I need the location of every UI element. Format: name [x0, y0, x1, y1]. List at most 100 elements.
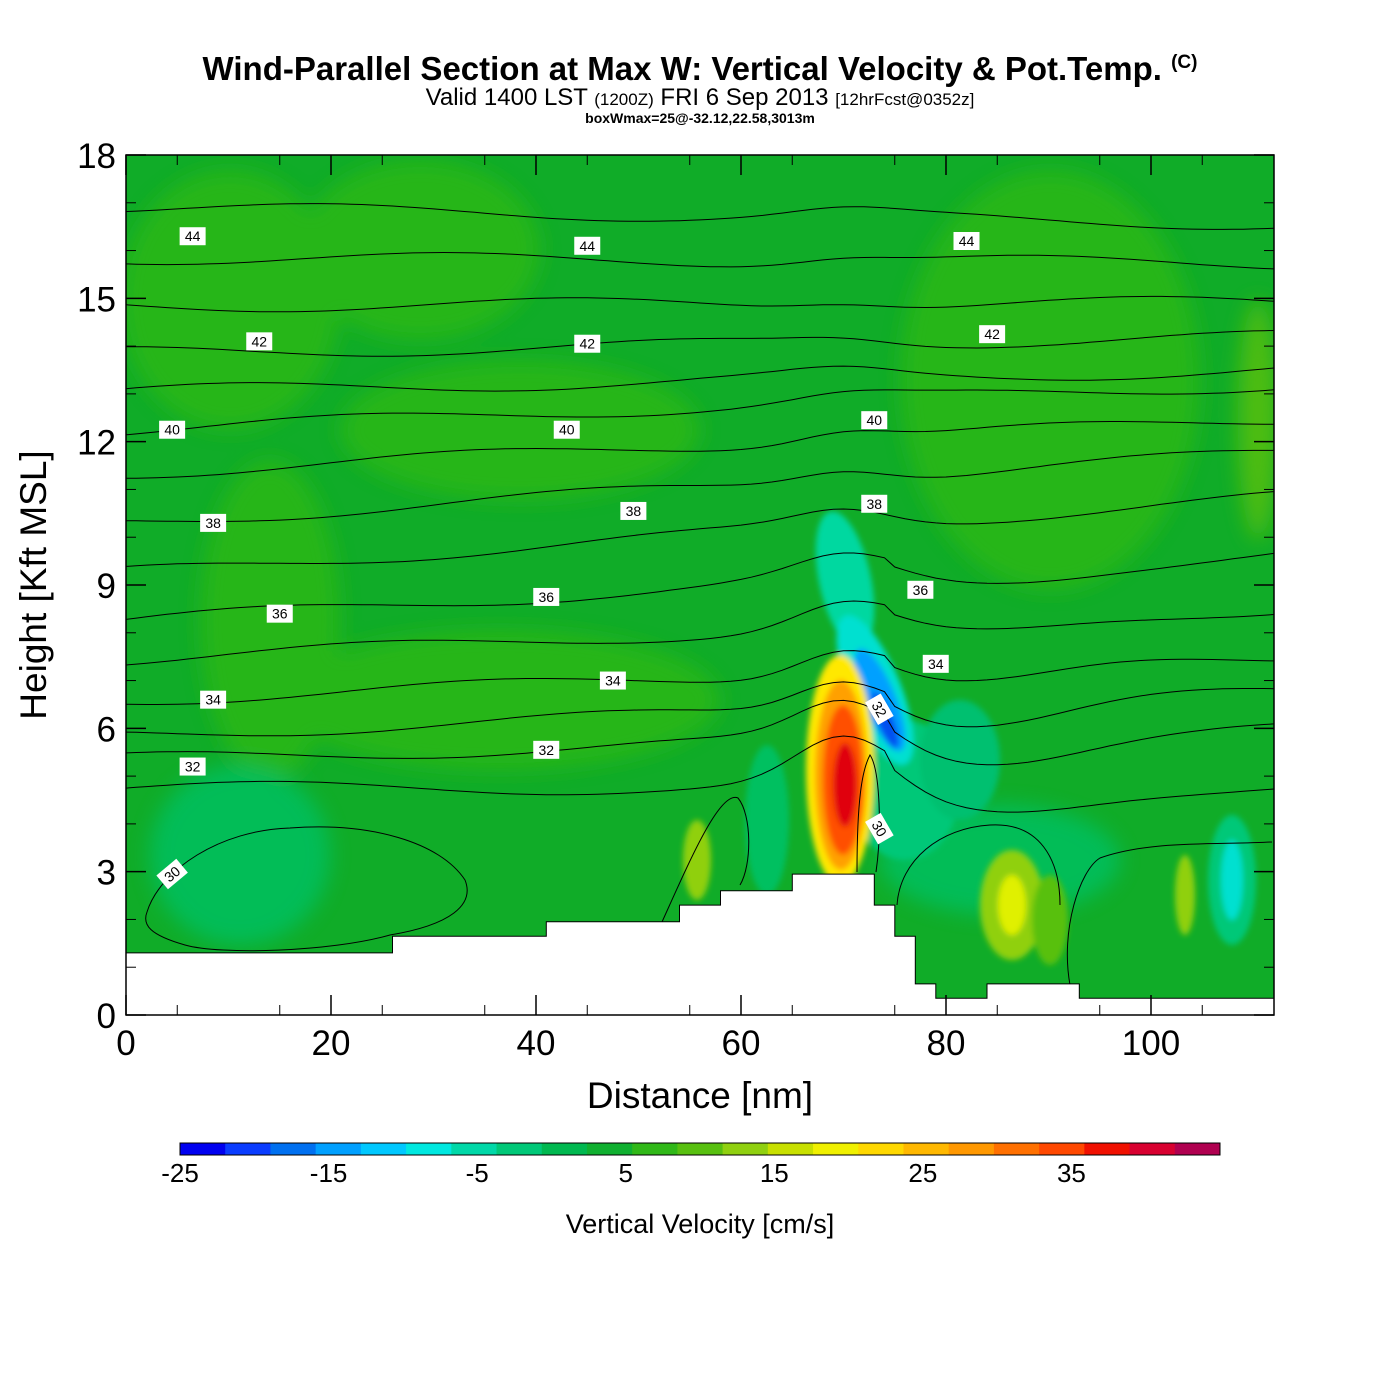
patch-mid: [340, 360, 700, 500]
colorbar-swatch: [270, 1143, 317, 1155]
isentrope-line: [126, 735, 1274, 813]
chart-title: Wind-Parallel Section at Max W: Vertical…: [202, 50, 1198, 87]
vertical-velocity-field: [126, 155, 1274, 1015]
x-tick-label: 60: [722, 1024, 761, 1063]
contour-label-box: [861, 411, 888, 430]
isentrope-line: [126, 650, 1274, 705]
contour-label-text: 44: [579, 238, 595, 254]
isentrope-30-east: [896, 824, 1061, 906]
contour-label: 40: [553, 420, 580, 439]
contour-label: 36: [907, 580, 934, 599]
utc-time: (1200Z): [594, 90, 654, 109]
colorbar-tick-label: 15: [760, 1158, 789, 1188]
contour-label: 38: [861, 494, 888, 513]
colorbar-swatch: [1174, 1143, 1221, 1155]
y-tick-label: 6: [97, 710, 116, 749]
isentrope-line: [126, 295, 1274, 313]
colorbar-tick-label: -15: [310, 1158, 348, 1188]
contour-label-box: [922, 654, 949, 673]
contour-label: 30: [865, 812, 894, 845]
contour-label-box: [533, 587, 560, 606]
colorbar-frame: [179, 1142, 1221, 1156]
patch-upper-left: [126, 170, 340, 430]
contour-label-box: [156, 858, 188, 890]
x-tick-label: 40: [517, 1024, 556, 1063]
colorbar-tick-label: -25: [161, 1158, 199, 1188]
contour-label: 36: [266, 604, 293, 623]
colorbar-tick-label: 5: [618, 1158, 632, 1188]
copyright-mark: (C): [1171, 52, 1198, 73]
isentrope-line: [126, 699, 1274, 766]
contour-label-box: [574, 236, 601, 255]
contour-label-text: 40: [559, 422, 575, 438]
isentrope-line: [126, 389, 1274, 436]
colorbar-swatch: [315, 1143, 362, 1155]
contour-label-text: 36: [538, 589, 554, 605]
box-wmax-line: boxWmax=25@-32.12,22.58,3013m: [585, 110, 815, 126]
contour-label-box: [953, 232, 980, 250]
contour-label-box: [620, 501, 647, 520]
colorbar-swatch: [632, 1143, 678, 1155]
contour-label: 30: [156, 858, 188, 890]
weak-downdraft-core: [1221, 840, 1243, 920]
isentrope-line: [126, 330, 1274, 357]
contour-label-text: 42: [251, 333, 267, 349]
contour-label-text: 42: [579, 336, 595, 352]
contour-label-text: 40: [164, 422, 180, 438]
contour-label: 42: [574, 334, 601, 353]
contour-label: 32: [533, 740, 560, 759]
contour-label-text: 40: [866, 412, 882, 428]
colorbar-swatch: [722, 1143, 769, 1155]
contour-label-box: [266, 604, 293, 623]
colorbar-swatch: [767, 1143, 814, 1155]
colorbar-tick-label: -5: [466, 1158, 489, 1188]
x-tick-label: 80: [927, 1024, 966, 1063]
colorbar-swatch: [903, 1143, 950, 1155]
contour-label-text: 32: [869, 698, 891, 720]
weak-updraft-2-core: [998, 875, 1026, 935]
contour-label-text: 32: [185, 759, 201, 775]
contour-label: 34: [200, 690, 227, 709]
contour-label-text: 32: [538, 742, 554, 758]
isentrope-30-west: [145, 826, 468, 952]
contour-label-text: 36: [913, 582, 929, 598]
contour-label: 38: [620, 501, 647, 520]
colorbar-label: Vertical Velocity [cm/s]: [566, 1209, 835, 1239]
weak-updraft-3: [1032, 875, 1068, 965]
y-tick-label: 3: [97, 854, 116, 893]
colorbar-swatch: [225, 1143, 271, 1155]
colorbar-swatch: [406, 1143, 452, 1155]
terrain: [126, 873, 1274, 1015]
x-axis-label: Distance [nm]: [587, 1075, 813, 1116]
colorbar-swatch: [1129, 1143, 1176, 1155]
contour-label-box: [599, 671, 626, 690]
contour-label: 34: [922, 654, 949, 673]
potential-temperature-isolines: [126, 203, 1274, 986]
colorbar-swatch: [586, 1143, 633, 1155]
patch-right-edge: [1238, 300, 1274, 540]
contour-label: 44: [574, 236, 601, 255]
isentrope-line: [126, 491, 1274, 567]
contour-label-box: [246, 332, 273, 351]
contour-label-text: 34: [928, 656, 944, 672]
x-tick-label: 0: [116, 1024, 135, 1063]
contour-label-box: [200, 690, 227, 709]
contour-label: 38: [200, 513, 227, 532]
contour-label-text: 44: [185, 228, 201, 244]
colorbar-swatch: [451, 1143, 498, 1155]
contour-label-text: 34: [205, 692, 221, 708]
contour-label-box: [200, 513, 227, 532]
colorbar-swatch: [1084, 1143, 1131, 1155]
y-tick-label: 18: [77, 137, 116, 176]
y-tick-label: 0: [97, 997, 116, 1036]
valid-date: FRI 6 Sep 2013: [660, 84, 829, 111]
colorbar-swatch: [496, 1143, 543, 1155]
colorbar: -25 -15 -5 5 15 25 35: [161, 1142, 1221, 1188]
isentrope-line: [126, 203, 1274, 230]
weak-updraft-1: [683, 820, 711, 900]
contour-label-box: [179, 757, 206, 776]
patch-center-low: [280, 630, 720, 770]
isentrope-30-lee: [661, 797, 750, 923]
colorbar-swatch: [180, 1143, 226, 1155]
contour-label-box: [979, 325, 1006, 344]
